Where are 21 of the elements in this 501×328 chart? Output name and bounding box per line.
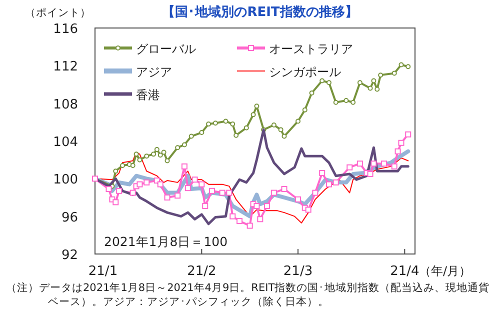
- x-tick-label: 21/2: [187, 264, 216, 279]
- y-tick-label: 112: [53, 60, 78, 75]
- chart-title: 【国･地域別のREIT指数の推移】: [162, 4, 358, 20]
- y-axis-title: （ポイント）: [25, 7, 91, 19]
- annotation: 2021年1月8日＝100: [104, 234, 228, 249]
- legend-label: オーストラリア: [269, 42, 353, 56]
- x-tick-label: 21/3: [283, 264, 313, 279]
- legend-label: シンガポール: [269, 65, 341, 79]
- legend-label: グローバル: [136, 42, 196, 56]
- y-tick-label: 108: [53, 97, 78, 112]
- text: （注）データは2021年1月8日～2021年4月9日。REIT指数の国･地域別指数（配当込み、現地通貨ベース）。アジア：アジア･パシフィック（除く日本）。: [6, 281, 491, 309]
- y-tick-label: 100: [53, 172, 78, 188]
- y-tick-label: 116: [53, 22, 78, 37]
- x-tick-label: 21/1: [88, 264, 118, 279]
- x-axis-title: （年/月）: [418, 264, 472, 278]
- legend-label: 香港: [136, 88, 160, 102]
- y-tick-label: 96: [61, 210, 78, 226]
- legend-label: アジア: [136, 65, 172, 79]
- y-tick-label: 92: [61, 248, 78, 263]
- y-tick-label: 104: [53, 135, 78, 150]
- x-tick-label: 21/4: [390, 264, 420, 279]
